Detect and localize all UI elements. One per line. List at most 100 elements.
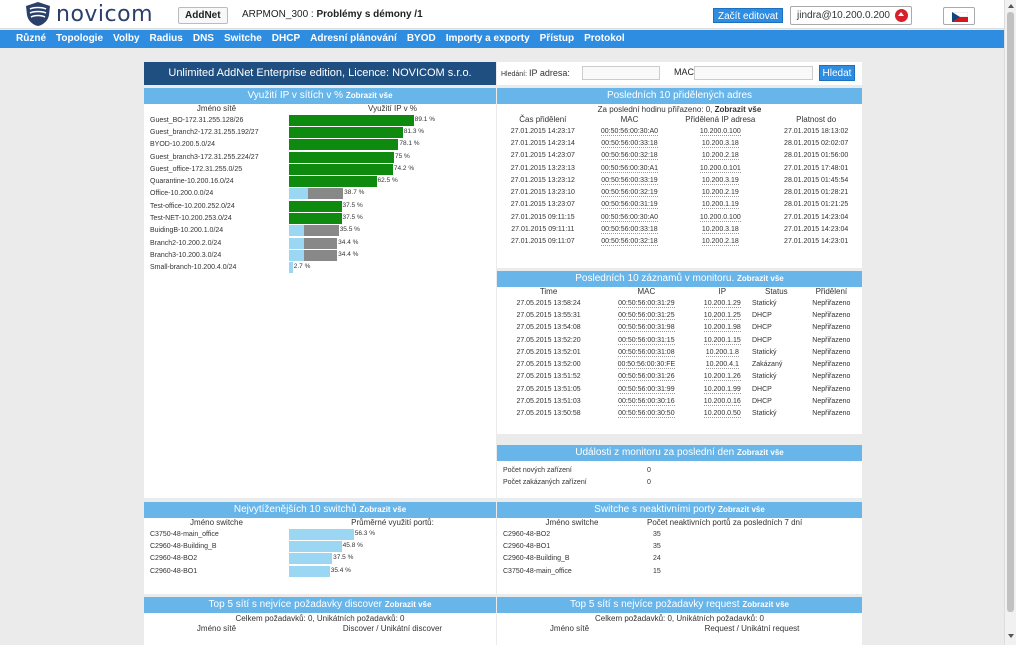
start-edit-button[interactable]: Začít editovat	[713, 8, 784, 23]
logout-icon[interactable]	[895, 9, 908, 22]
logo[interactable]: novicom	[24, 1, 153, 27]
ip-link[interactable]: 10.200.0.16	[703, 398, 741, 407]
mac-link[interactable]: 00:50:56:00:30:A0	[600, 213, 659, 222]
menu-item[interactable]: Volby	[113, 33, 140, 44]
mac-link[interactable]: 00:50:56:00:30:A1	[600, 164, 659, 173]
ip-link[interactable]: 10.200.2.18	[701, 238, 739, 247]
cell-text: 27.01.2015 14:23:14	[510, 139, 575, 147]
mac-link[interactable]: 00:50:56:00:31:25	[618, 311, 675, 320]
usage-bar: 37.5 %	[289, 553, 459, 565]
menu-item[interactable]: Radius	[149, 33, 183, 44]
mac-link[interactable]: 00:50:56:00:31:15	[618, 336, 675, 345]
menu-item[interactable]: Protokol	[584, 33, 625, 44]
ip-link[interactable]: 10.200.1.15	[703, 336, 741, 345]
mac-link[interactable]: 00:50:56:00:30:50	[618, 410, 675, 419]
menu-item[interactable]: BYOD	[406, 33, 436, 44]
ip-link[interactable]: 10.200.0.101	[699, 164, 741, 173]
table-row: 27.01.2015 09:11:11 00:50:56:00:33:18 10.2…	[497, 223, 862, 235]
mac-link[interactable]: 00:50:56:00:32:18	[601, 238, 658, 247]
menu-item[interactable]: Adresní plánování	[310, 33, 397, 44]
col-switch-name: Jméno switche	[190, 518, 243, 527]
top-discover-show-all-link[interactable]: Zobrazit vše	[384, 600, 432, 609]
ip-link[interactable]: 10.200.2.19	[701, 189, 739, 198]
mac-link[interactable]: 00:50:56:00:30:FE	[617, 361, 676, 370]
menu-item[interactable]: Různé	[16, 33, 46, 44]
events-title: Události z monitoru za poslední den	[575, 447, 735, 458]
mac-link[interactable]: 00:50:56:00:32:19	[601, 189, 658, 198]
ip-link[interactable]: 10.200.0.50	[703, 410, 741, 419]
table-cell: Statický	[752, 408, 801, 420]
search-button[interactable]: Hledat	[819, 65, 855, 81]
mac-link[interactable]: 00:50:56:00:31:99	[618, 385, 675, 394]
ip-address-input[interactable]	[582, 66, 660, 80]
ip-link[interactable]: 10.200.1.99	[703, 385, 741, 394]
monitor-panel: Posledních 10 záznamů v monitoru. Zobraz…	[497, 271, 862, 434]
table-row: 27.01.2015 14:23:14 00:50:56:00:33:18 10.2…	[497, 137, 862, 149]
ip-link[interactable]: 10.200.3.18	[701, 139, 739, 148]
monitor-show-all-link[interactable]: Zobrazit vše	[737, 274, 784, 283]
scroll-up-icon[interactable]	[1008, 4, 1014, 8]
mac-link[interactable]: 00:50:56:00:33:18	[601, 139, 658, 148]
ip-link[interactable]: 10.200.0.100	[699, 213, 741, 222]
usage-bar-label: 37.5 %	[342, 214, 363, 222]
user-box[interactable]: jindra@10.200.0.200	[790, 6, 912, 25]
ip-link[interactable]: 10.200.3.19	[701, 176, 739, 185]
top-request-show-all-link[interactable]: Zobrazit vše	[742, 600, 789, 609]
ip-link[interactable]: 10.200.3.18	[701, 226, 739, 235]
ip-link[interactable]: 10.200.0.100	[699, 127, 741, 136]
scrollbar[interactable]	[1004, 0, 1016, 645]
cell-text: Nepřiřazeno	[812, 299, 851, 307]
menu-item[interactable]: Importy a exporty	[445, 33, 530, 44]
usage-bar-reserved	[303, 225, 339, 237]
mac-link[interactable]: 00:50:56:00:30:16	[618, 398, 675, 407]
menu-item[interactable]: Přístup	[539, 33, 575, 44]
ip-link[interactable]: 10.200.1.25	[703, 311, 741, 320]
ip-usage-show-all-link[interactable]: Zobrazit vše	[345, 91, 393, 100]
mac-link[interactable]: 00:50:56:00:31:98	[618, 324, 675, 333]
scrollbar-thumb[interactable]	[1007, 12, 1014, 612]
inactive-switches-show-all-link[interactable]: Zobrazit vše	[718, 505, 765, 514]
ip-link[interactable]: 10.200.1.19	[701, 201, 739, 210]
cell-text: 27.05.2015 13:58:24	[516, 299, 581, 307]
table-cell: Zakázaný	[752, 358, 801, 370]
ip-link[interactable]: 10.200.1.29	[703, 299, 741, 308]
scroll-down-icon[interactable]	[1008, 634, 1014, 638]
mac-input[interactable]	[694, 66, 813, 80]
cell-text: Nepřiřazeno	[812, 373, 851, 381]
usage-bar-cell: 45.8 %	[289, 540, 496, 552]
top-switches-show-all-link[interactable]: Zobrazit vše	[359, 505, 407, 514]
cell-text: 27.01.2015 14:23:04	[784, 213, 849, 221]
menu-item[interactable]: Topologie	[56, 33, 104, 44]
menu-item[interactable]: DHCP	[271, 33, 301, 44]
table-cell: Nepřiřazeno	[801, 371, 862, 383]
mac-link[interactable]: 00:50:56:00:31:08	[618, 348, 675, 357]
last-assigned-show-all-link[interactable]: Zobrazit vše	[714, 105, 762, 114]
table-row: C2960-48-Building_B 24	[497, 553, 862, 565]
usage-bar: 37.5 %	[289, 213, 459, 225]
mac-link[interactable]: 00:50:56:00:31:26	[618, 373, 675, 382]
search-bar: Hledání: IP adresa: MAC: Hledat	[497, 62, 862, 85]
language-selector[interactable]	[943, 7, 975, 25]
mac-link[interactable]: 00:50:56:00:33:19	[601, 176, 658, 185]
mac-link[interactable]: 00:50:56:00:30:A0	[600, 127, 659, 136]
cell-text: 27.05.2015 13:51:03	[516, 398, 581, 406]
events-show-all-link[interactable]: Zobrazit vše	[737, 448, 784, 457]
menu-item[interactable]: Switche	[223, 33, 262, 44]
ip-link[interactable]: 10.200.2.18	[701, 152, 739, 161]
mac-link[interactable]: 00:50:56:00:33:18	[601, 226, 658, 235]
mac-link[interactable]: 00:50:56:00:31:19	[601, 201, 658, 210]
ip-link[interactable]: 10.200.4.1	[705, 361, 739, 370]
ip-usage-panel: Využití IP v sítích v % Zobrazit vše Jmé…	[144, 88, 496, 498]
menu-item[interactable]: DNS	[192, 33, 214, 44]
addnet-button[interactable]: AddNet	[178, 7, 228, 24]
cell-text: 28.01.2015 01:28:21	[784, 189, 849, 197]
col-network-name: Jméno sítě	[196, 104, 237, 113]
table-cell: Statický	[752, 371, 801, 383]
ip-link[interactable]: 10.200.1.8	[705, 348, 739, 357]
ip-link[interactable]: 10.200.1.26	[703, 373, 741, 382]
ip-link[interactable]: 10.200.1.98	[703, 324, 741, 333]
mac-link[interactable]: 00:50:56:00:32:18	[601, 152, 658, 161]
col-inactive-port-count: Počet neaktivních portů za posledních 7 …	[647, 518, 803, 527]
mac-link[interactable]: 00:50:56:00:31:29	[618, 299, 675, 308]
cell-text: Statický	[751, 348, 777, 356]
